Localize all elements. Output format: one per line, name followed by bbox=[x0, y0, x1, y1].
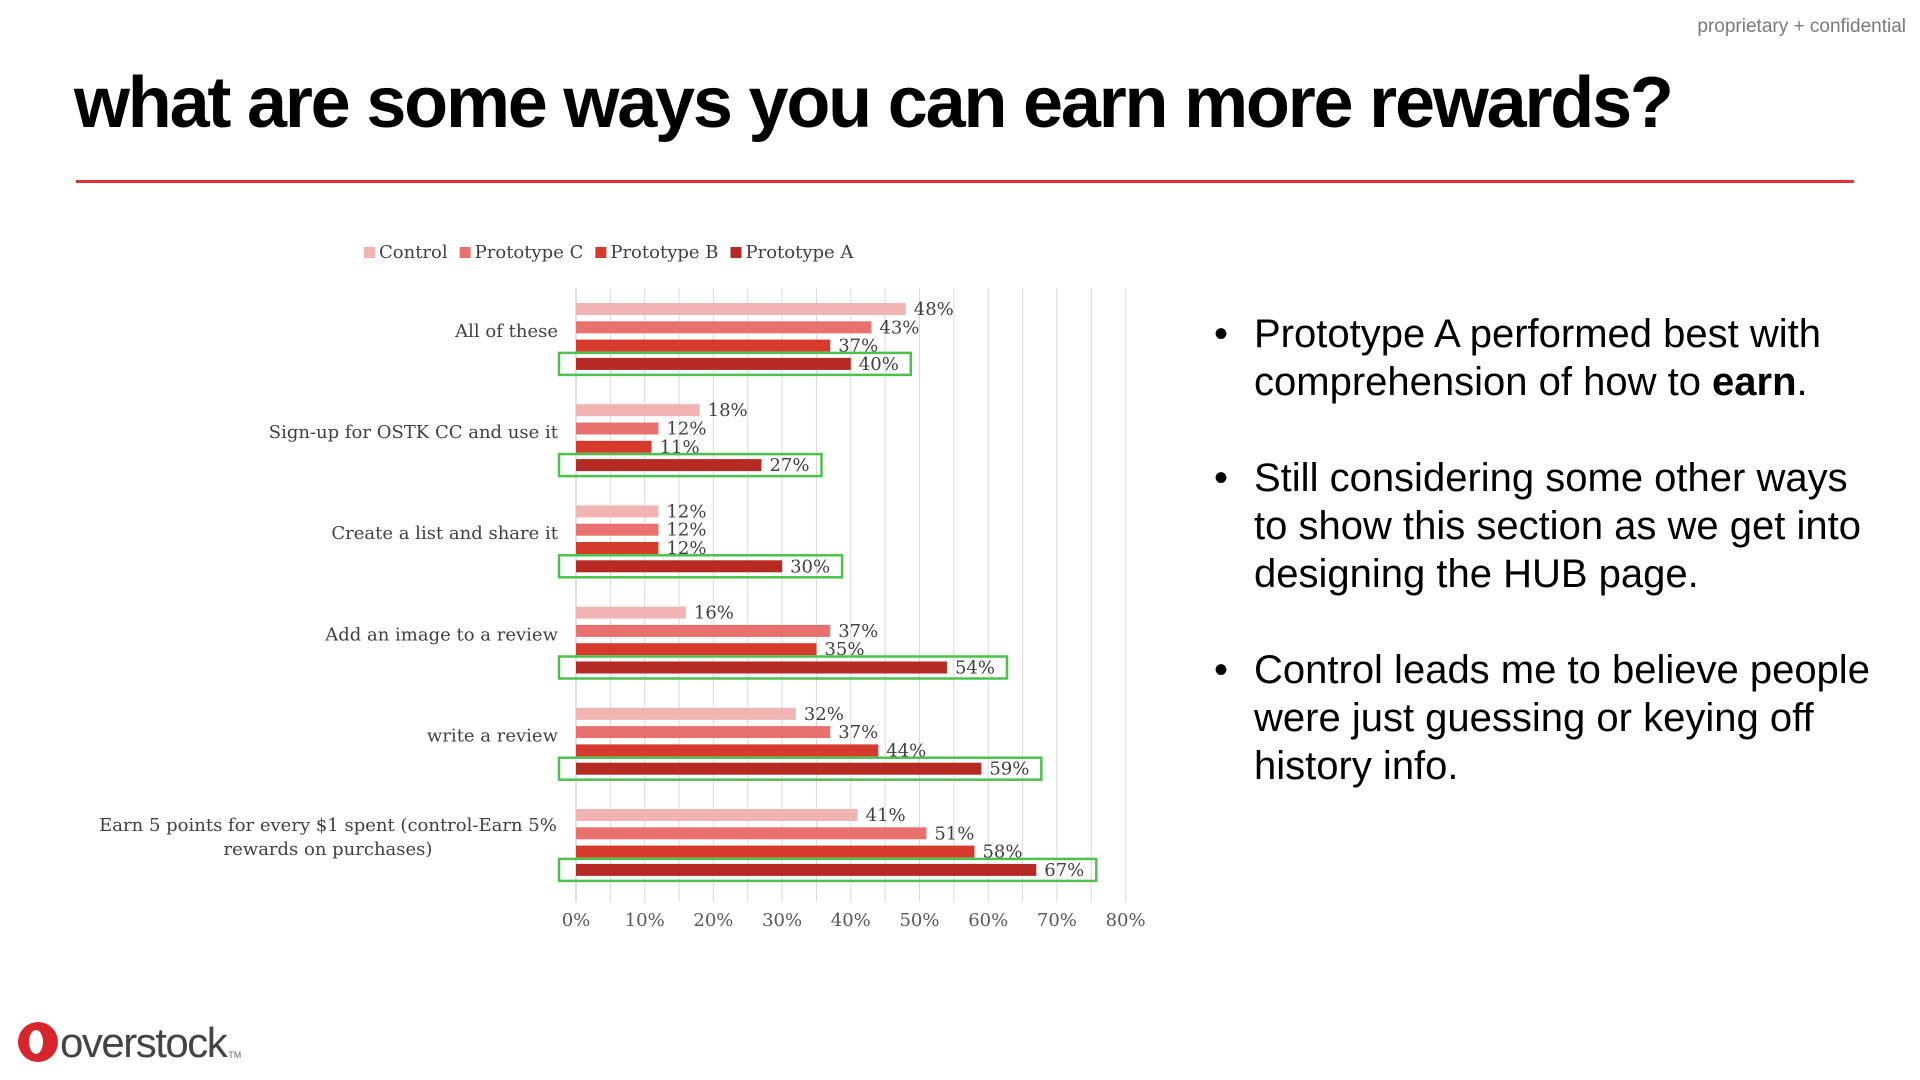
overstock-logo-icon bbox=[18, 1022, 58, 1062]
data-label: 41% bbox=[866, 805, 906, 826]
bullet-item-2: Still considering some other ways to sho… bbox=[1214, 454, 1874, 598]
bar bbox=[576, 321, 872, 334]
data-label: 11% bbox=[660, 437, 700, 458]
category-label: Sign-up for OSTK CC and use it bbox=[269, 422, 559, 443]
data-label: 12% bbox=[666, 419, 706, 440]
bar bbox=[576, 303, 906, 315]
title-divider bbox=[76, 180, 1854, 183]
category-label: write a review bbox=[427, 726, 559, 747]
bar bbox=[576, 357, 851, 370]
x-tick-label: 0% bbox=[562, 910, 591, 931]
highlight-box bbox=[557, 756, 1043, 781]
data-label: 32% bbox=[804, 704, 844, 725]
bar bbox=[576, 744, 879, 757]
data-label: 40% bbox=[859, 354, 899, 375]
bar bbox=[576, 707, 796, 720]
bar bbox=[576, 661, 947, 674]
data-label: 58% bbox=[982, 842, 1022, 863]
confidential-label: proprietary + confidential bbox=[1697, 16, 1906, 37]
legend-label: Control bbox=[379, 242, 448, 263]
legend-swatch bbox=[364, 247, 375, 258]
x-tick-label: 10% bbox=[625, 910, 665, 931]
data-label: 67% bbox=[1044, 860, 1084, 881]
category-label: Add an image to a review bbox=[324, 624, 558, 645]
data-label: 48% bbox=[914, 299, 954, 320]
x-tick-label: 20% bbox=[693, 910, 733, 931]
legend-label: Prototype C bbox=[475, 242, 584, 263]
x-tick-label: 60% bbox=[968, 910, 1008, 931]
legend-swatch bbox=[730, 247, 742, 258]
x-tick-label: 30% bbox=[762, 910, 802, 931]
bar bbox=[576, 422, 659, 435]
data-label: 44% bbox=[886, 740, 926, 761]
data-label: 43% bbox=[879, 317, 919, 338]
bar bbox=[576, 809, 858, 821]
x-tick-label: 50% bbox=[899, 910, 939, 931]
data-label: 27% bbox=[769, 455, 809, 476]
bar bbox=[576, 440, 652, 453]
x-tick-label: 70% bbox=[1037, 910, 1077, 931]
page-title: what are some ways you can earn more rew… bbox=[74, 63, 1674, 143]
x-tick-label: 40% bbox=[831, 910, 871, 931]
bar bbox=[576, 863, 1037, 876]
data-label: 37% bbox=[838, 336, 878, 357]
bar bbox=[576, 404, 700, 417]
highlight-box bbox=[557, 452, 823, 478]
legend-label: Prototype A bbox=[746, 242, 855, 263]
bullet-item-3: Control leads me to believe people were … bbox=[1214, 646, 1874, 790]
legend-label: Prototype B bbox=[610, 242, 718, 263]
bar bbox=[576, 845, 975, 858]
data-label: 54% bbox=[955, 658, 995, 679]
bar bbox=[576, 762, 982, 775]
bar bbox=[576, 827, 927, 840]
bar bbox=[576, 624, 831, 637]
data-label: 35% bbox=[824, 639, 864, 660]
data-label: 30% bbox=[790, 556, 830, 577]
highlight-box bbox=[557, 554, 844, 579]
data-label: 51% bbox=[934, 823, 974, 844]
overstock-logo: overstock TM bbox=[18, 1022, 241, 1064]
category-label: Create a list and share it bbox=[331, 523, 558, 544]
data-label: 12% bbox=[666, 520, 706, 541]
data-label: 59% bbox=[989, 759, 1029, 780]
bar-chart: 0% 10% 20% 30% 40% 50% 60% 70% 80% Control Prototy… bbox=[99, 242, 1146, 931]
data-label: 37% bbox=[838, 722, 878, 743]
bar bbox=[576, 542, 659, 554]
data-label: 18% bbox=[708, 400, 748, 421]
bullet-list: Prototype A performed best with comprehe… bbox=[1214, 310, 1874, 838]
logo-wordmark: overstock bbox=[60, 1019, 228, 1066]
x-tick-label: 80% bbox=[1106, 910, 1146, 931]
legend-swatch bbox=[459, 247, 471, 258]
highlight-box bbox=[557, 351, 913, 377]
bullet-item-1: Prototype A performed best with comprehe… bbox=[1214, 310, 1874, 406]
legend-swatch bbox=[595, 247, 607, 258]
bar bbox=[576, 560, 783, 573]
highlight-box bbox=[557, 655, 1009, 680]
category-label: All of these bbox=[454, 321, 558, 342]
category-label: Earn 5 points for every $1 spent (contro… bbox=[99, 815, 557, 836]
bar bbox=[576, 339, 831, 352]
bar bbox=[576, 459, 762, 472]
data-label: 37% bbox=[838, 621, 878, 642]
bar bbox=[576, 726, 831, 739]
category-label: rewards on purchases) bbox=[224, 839, 433, 860]
logo-trademark: TM bbox=[228, 1050, 242, 1060]
bar bbox=[576, 606, 686, 619]
bar bbox=[576, 643, 817, 656]
bar bbox=[576, 523, 659, 536]
data-label: 12% bbox=[666, 538, 706, 559]
highlight-box bbox=[557, 857, 1098, 883]
bar bbox=[576, 505, 659, 518]
data-label: 16% bbox=[694, 603, 734, 624]
data-label: 12% bbox=[666, 501, 706, 522]
